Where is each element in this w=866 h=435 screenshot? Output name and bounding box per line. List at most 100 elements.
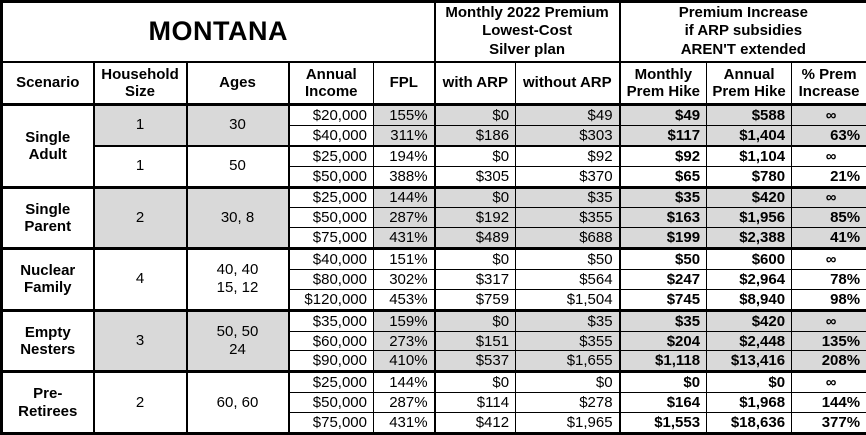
fpl-cell: 194% bbox=[372, 144, 436, 167]
table-row: $75,000 431% $489 $688 $199 $2,388 41% bbox=[2, 227, 866, 250]
without-arp-cell: $688 bbox=[515, 227, 621, 250]
pct-increase-cell: 135% bbox=[791, 330, 866, 352]
pct-increase-cell: 377% bbox=[791, 412, 866, 434]
pct-increase-cell: ∞ bbox=[791, 185, 866, 209]
ages-cell: 50 bbox=[185, 144, 289, 188]
fpl-cell: 155% bbox=[372, 103, 436, 126]
monthly-hike-cell: $117 bbox=[618, 124, 708, 147]
monthly-hike-cell: $1,553 bbox=[618, 412, 708, 434]
pct-increase-cell: 208% bbox=[791, 350, 866, 373]
scenario-cell: Pre- Retirees bbox=[1, 370, 94, 434]
without-arp-cell: $35 bbox=[515, 308, 621, 332]
monthly-hike-cell: $745 bbox=[618, 288, 708, 311]
without-arp-cell: $303 bbox=[515, 124, 621, 147]
ages-cell: 60, 60 bbox=[185, 370, 289, 434]
pct-increase-cell: 78% bbox=[791, 269, 866, 290]
with-arp-cell: $0 bbox=[433, 308, 517, 332]
col-header-pct-increase: % Prem Increase bbox=[791, 60, 866, 106]
pct-increase-cell: ∞ bbox=[791, 247, 866, 271]
monthly-hike-cell: $199 bbox=[618, 227, 708, 250]
fpl-cell: 431% bbox=[372, 227, 436, 250]
fpl-cell: 431% bbox=[372, 412, 436, 434]
annual-income-cell: $25,000 bbox=[287, 370, 374, 394]
monthly-hike-cell: $50 bbox=[618, 247, 708, 271]
annual-income-cell: $50,000 bbox=[287, 207, 374, 229]
annual-hike-cell: $600 bbox=[706, 247, 793, 271]
fpl-cell: 453% bbox=[372, 288, 436, 311]
table-row: $50,000 388% $305 $370 $65 $780 21% bbox=[2, 165, 866, 188]
without-arp-cell: $1,655 bbox=[515, 350, 621, 373]
with-arp-cell: $0 bbox=[433, 144, 517, 167]
pct-increase-cell: ∞ bbox=[791, 144, 866, 167]
without-arp-cell: $1,965 bbox=[515, 412, 621, 434]
pct-increase-cell: 85% bbox=[791, 207, 866, 229]
monthly-hike-cell: $247 bbox=[618, 269, 708, 290]
annual-income-cell: $40,000 bbox=[287, 124, 374, 147]
with-arp-cell: $0 bbox=[433, 185, 517, 209]
annual-income-cell: $60,000 bbox=[287, 330, 374, 352]
annual-income-cell: $90,000 bbox=[287, 350, 374, 373]
annual-hike-cell: $420 bbox=[706, 308, 793, 332]
ages-cell: 40, 40 15, 12 bbox=[185, 247, 289, 311]
monthly-hike-cell: $65 bbox=[618, 165, 708, 188]
table-row: Pre- Retirees 2 60, 60 $25,000 144% $0 $… bbox=[1, 370, 866, 434]
pct-increase-cell: 21% bbox=[791, 165, 866, 188]
premium-block-header: Monthly 2022 Premium Lowest-Cost Silver … bbox=[433, 1, 621, 62]
col-header-with-arp: with ARP bbox=[433, 60, 517, 106]
table-row: $50,000 287% $192 $355 $163 $1,956 85% bbox=[2, 207, 866, 229]
without-arp-cell: $92 bbox=[515, 144, 621, 167]
monthly-hike-cell: $35 bbox=[618, 308, 708, 332]
with-arp-cell: $489 bbox=[433, 227, 517, 250]
household-size-cell: 1 bbox=[92, 102, 187, 147]
pct-increase-cell: ∞ bbox=[791, 370, 866, 394]
monthly-hike-cell: $164 bbox=[618, 392, 708, 414]
without-arp-cell: $1,504 bbox=[515, 288, 621, 311]
with-arp-cell: $151 bbox=[433, 330, 517, 352]
table-row: $60,000 273% $151 $355 $204 $2,448 135% bbox=[2, 330, 866, 352]
annual-hike-cell: $1,404 bbox=[706, 124, 793, 147]
fpl-cell: 287% bbox=[372, 207, 436, 229]
annual-income-cell: $75,000 bbox=[287, 412, 374, 434]
without-arp-cell: $278 bbox=[515, 392, 621, 414]
without-arp-cell: $370 bbox=[515, 165, 621, 188]
annual-income-cell: $50,000 bbox=[287, 165, 374, 188]
col-header-scenario: Scenario bbox=[1, 60, 94, 106]
annual-hike-cell: $1,956 bbox=[706, 207, 793, 229]
scenario-cell: Single Parent bbox=[1, 185, 94, 250]
fpl-cell: 410% bbox=[372, 350, 436, 373]
annual-income-cell: $35,000 bbox=[287, 308, 374, 332]
with-arp-cell: $0 bbox=[433, 370, 517, 394]
monthly-hike-cell: $92 bbox=[618, 144, 708, 167]
table-row: $40,000 311% $186 $303 $117 $1,404 63% bbox=[2, 124, 866, 147]
ages-cell: 30, 8 bbox=[185, 185, 289, 250]
table-row: $80,000 302% $317 $564 $247 $2,964 78% bbox=[2, 269, 866, 290]
monthly-hike-cell: $163 bbox=[618, 207, 708, 229]
table-row: $120,000 453% $759 $1,504 $745 $8,940 98… bbox=[2, 288, 866, 311]
ages-cell: 50, 50 24 bbox=[185, 308, 289, 373]
col-header-ages: Ages bbox=[185, 60, 289, 106]
annual-hike-cell: $0 bbox=[706, 370, 793, 394]
fpl-cell: 144% bbox=[372, 370, 436, 394]
with-arp-cell: $114 bbox=[433, 392, 517, 414]
annual-income-cell: $25,000 bbox=[287, 185, 374, 209]
without-arp-cell: $50 bbox=[515, 247, 621, 271]
fpl-cell: 144% bbox=[372, 185, 436, 209]
monthly-hike-cell: $0 bbox=[618, 370, 708, 394]
with-arp-cell: $186 bbox=[433, 124, 517, 147]
pct-increase-cell: 63% bbox=[791, 124, 866, 147]
with-arp-cell: $317 bbox=[433, 269, 517, 290]
increase-block-header: Premium Increase if ARP subsidies AREN'T… bbox=[618, 1, 866, 62]
household-size-cell: 4 bbox=[92, 247, 187, 311]
pct-increase-cell: ∞ bbox=[791, 103, 866, 126]
monthly-hike-cell: $204 bbox=[618, 330, 708, 352]
annual-hike-cell: $13,416 bbox=[706, 350, 793, 373]
fpl-cell: 302% bbox=[372, 269, 436, 290]
with-arp-cell: $305 bbox=[433, 165, 517, 188]
with-arp-cell: $759 bbox=[433, 288, 517, 311]
annual-hike-cell: $8,940 bbox=[706, 288, 793, 311]
annual-income-cell: $40,000 bbox=[287, 247, 374, 271]
col-header-household-size: Household Size bbox=[92, 60, 187, 106]
annual-income-cell: $120,000 bbox=[287, 288, 374, 311]
